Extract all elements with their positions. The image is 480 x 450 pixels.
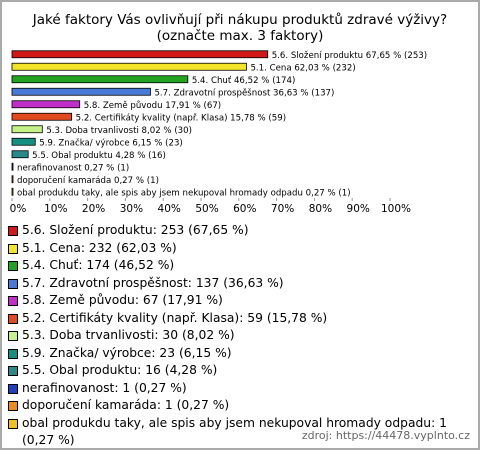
legend-swatch bbox=[8, 243, 18, 254]
legend-label: 5.5. Obal produktu: 16 (4,28 %) bbox=[22, 363, 218, 377]
legend-label: 5.6. Složení produktu: 253 (67,65 %) bbox=[22, 223, 249, 237]
bar-label: doporučení kamaráda 0,27 % (1) bbox=[17, 175, 159, 186]
bar-label: 5.1. Cena 62,03 % (232) bbox=[250, 63, 355, 73]
legend-swatch bbox=[8, 261, 18, 271]
legend-label: 5.2. Certifikáty kvality (např. Klasa): … bbox=[22, 310, 328, 325]
bar bbox=[11, 187, 14, 196]
bar bbox=[11, 175, 14, 184]
legend-swatch bbox=[8, 401, 18, 411]
legend-swatch bbox=[8, 383, 18, 394]
bar bbox=[11, 137, 36, 146]
bar bbox=[11, 75, 189, 84]
chart-subtitle: (označte max. 3 faktory) bbox=[157, 28, 324, 44]
legend-label: 5.8. Země původu: 67 (17,91 %) bbox=[22, 293, 223, 307]
legend-swatch bbox=[8, 296, 18, 306]
x-tick-label: 40% bbox=[158, 203, 181, 215]
legend-item: 5.3. Doba trvanlivosti: 30 (8,02 %) bbox=[8, 327, 466, 345]
legend-item: 5.6. Složení produktu: 253 (67,65 %) bbox=[8, 222, 466, 240]
bar-label: 5.3. Doba trvanlivosti 8,02 % (30) bbox=[46, 126, 192, 136]
legend: 5.6. Složení produktu: 253 (67,65 %) 5.1.… bbox=[8, 222, 466, 449]
legend-swatch bbox=[8, 313, 18, 324]
bar bbox=[11, 112, 73, 121]
legend-swatch bbox=[8, 226, 18, 236]
bar bbox=[11, 100, 81, 109]
x-tick-label: 0% bbox=[10, 203, 27, 215]
bar-label: 5.8. Země původu 17,91 % (67) bbox=[84, 100, 221, 111]
legend-item: doporučení kamaráda: 1 (0,27 %) bbox=[8, 397, 466, 415]
legend-label: obal produkdu taky, ale spis aby jsem ne… bbox=[22, 415, 447, 448]
bar bbox=[11, 87, 151, 96]
legend-swatch bbox=[8, 348, 18, 359]
x-tick-label: 50% bbox=[195, 203, 218, 215]
legend-swatch bbox=[8, 418, 18, 429]
legend-item: 5.4. Chuť: 174 (46,52 %) bbox=[8, 257, 466, 275]
x-tick-label: 80% bbox=[309, 203, 332, 215]
legend-item: 5.9. Značka/ výrobce: 23 (6,15 %) bbox=[8, 345, 466, 363]
bar bbox=[11, 150, 29, 159]
x-tick-label: 100% bbox=[381, 203, 411, 215]
bar bbox=[11, 162, 14, 171]
x-tick-label: 60% bbox=[233, 203, 256, 215]
legend-item: 5.5. Obal produktu: 16 (4,28 %) bbox=[8, 362, 466, 380]
legend-swatch bbox=[8, 278, 18, 289]
bar-label: 5.9. Značka/ výrobce 6,15 % (23) bbox=[39, 137, 183, 148]
bar bbox=[11, 62, 247, 71]
x-tick-label: 90% bbox=[347, 203, 370, 215]
legend-item: 5.1. Cena: 232 (62,03 %) bbox=[8, 240, 466, 258]
x-tick-label: 30% bbox=[120, 203, 143, 215]
bar bbox=[11, 125, 43, 134]
x-tick-label: 20% bbox=[82, 203, 105, 215]
bar-label: obal produkdu taky, ale spis aby jsem ne… bbox=[17, 188, 351, 198]
legend-item: 5.7. Zdravotní prospěšnost: 137 (36,63 %… bbox=[8, 275, 466, 293]
legend-swatch bbox=[8, 331, 18, 341]
legend-label: 5.7. Zdravotní prospěšnost: 137 (36,63 %… bbox=[22, 275, 284, 290]
legend-item: 5.2. Certifikáty kvality (např. Klasa): … bbox=[8, 310, 466, 328]
legend-label: 5.4. Chuť: 174 (46,52 %) bbox=[22, 258, 175, 272]
x-tick-label: 10% bbox=[44, 203, 67, 215]
legend-item: obal produkdu taky, ale spis aby jsem ne… bbox=[8, 415, 466, 449]
legend-item: 5.8. Země původu: 67 (17,91 %) bbox=[8, 292, 466, 310]
bar-label: 5.2. Certifikáty kvality (např. Klasa) 1… bbox=[76, 113, 286, 123]
bar-label: 5.6. Složení produktu 67,65 % (253) bbox=[272, 51, 427, 61]
bar-label: 5.7. Zdravotní prospěšnost 36,63 % (137) bbox=[154, 87, 334, 98]
legend-label: 5.1. Cena: 232 (62,03 %) bbox=[22, 240, 177, 255]
bar-label: 5.4. Chuť 46,52 % (174) bbox=[192, 76, 295, 86]
legend-label: doporučení kamaráda: 1 (0,27 %) bbox=[22, 398, 230, 412]
x-tick-label: 70% bbox=[271, 203, 294, 215]
bar-label: 5.5. Obal produktu 4,28 % (16) bbox=[32, 151, 166, 161]
source: zdroj: https://44478.vyplnto.cz bbox=[301, 429, 470, 442]
legend-item: nerafinovanost: 1 (0,27 %) bbox=[8, 380, 466, 398]
legend-swatch bbox=[8, 366, 18, 376]
legend-label: 5.3. Doba trvanlivosti: 30 (8,02 %) bbox=[22, 328, 235, 342]
legend-label: nerafinovanost: 1 (0,27 %) bbox=[22, 380, 187, 395]
bar-label: nerafinovanost 0,27 % (1) bbox=[17, 163, 129, 173]
bar bbox=[11, 50, 269, 59]
plot: Jaké faktory Vás ovlivňují při nákupu pr… bbox=[10, 12, 448, 215]
legend-label: 5.9. Značka/ výrobce: 23 (6,15 %) bbox=[22, 345, 232, 360]
chart-title: Jaké faktory Vás ovlivňují při nákupu pr… bbox=[32, 12, 447, 28]
